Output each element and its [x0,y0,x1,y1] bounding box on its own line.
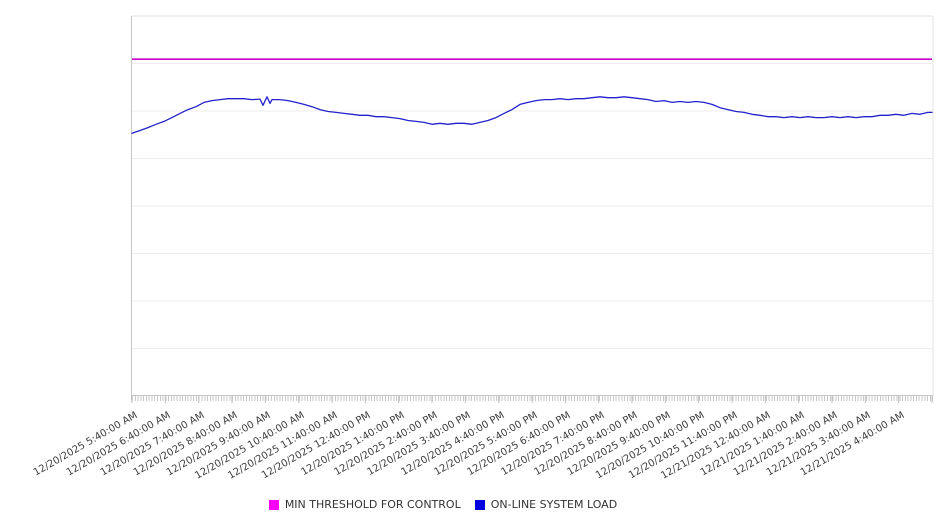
legend-label-min-threshold: MIN THRESHOLD FOR CONTROL [284,498,461,511]
x-axis-minor-ticks [132,396,933,401]
legend-swatch-online-system-load-icon [474,499,485,510]
legend-item-min-threshold[interactable]: MIN THRESHOLD FOR CONTROL [268,498,461,511]
legend-label-online-system-load: ON-LINE SYSTEM LOAD [490,498,618,511]
legend: MIN THRESHOLD FOR CONTROL ON-LINE SYSTEM… [0,498,886,511]
legend-swatch-min-threshold-icon [268,499,279,510]
legend-item-online-system-load[interactable]: ON-LINE SYSTEM LOAD [474,498,618,511]
online-system-load-line [131,96,933,134]
